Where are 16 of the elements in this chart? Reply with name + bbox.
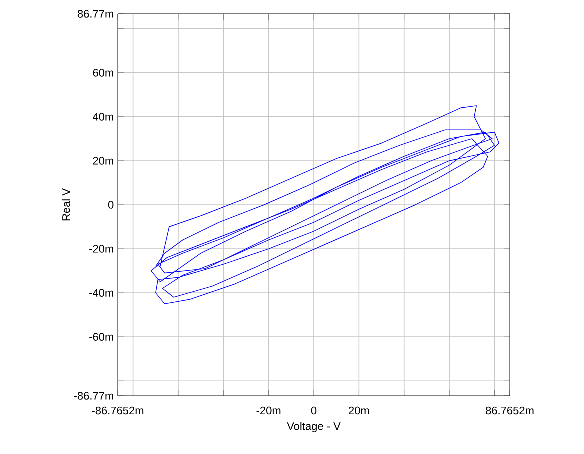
x-tick-label: 0 [311, 406, 317, 415]
y-tick-label: -60m [90, 333, 114, 341]
y-axis-title: Real V [62, 188, 70, 221]
x-tick-label: -20m [256, 406, 281, 415]
x-tick-label: 20m [349, 406, 370, 415]
y-tick-label: 40m [92, 113, 114, 121]
y-tick-label: 20m [93, 157, 114, 165]
y-tick-label: -20m [90, 245, 114, 253]
y-tick-label: 60m [93, 69, 114, 77]
y-tick-label: 0 [108, 201, 114, 209]
y-tick-label: -86.77m [74, 392, 114, 400]
x-axis-title: Voltage - V [287, 422, 341, 432]
x-tick-label: 86.7652m [486, 406, 534, 415]
x-tick-label: -86.7652m [92, 406, 144, 415]
y-tick-label: 86.77m [78, 10, 114, 18]
y-tick-label: -40m [90, 289, 114, 297]
